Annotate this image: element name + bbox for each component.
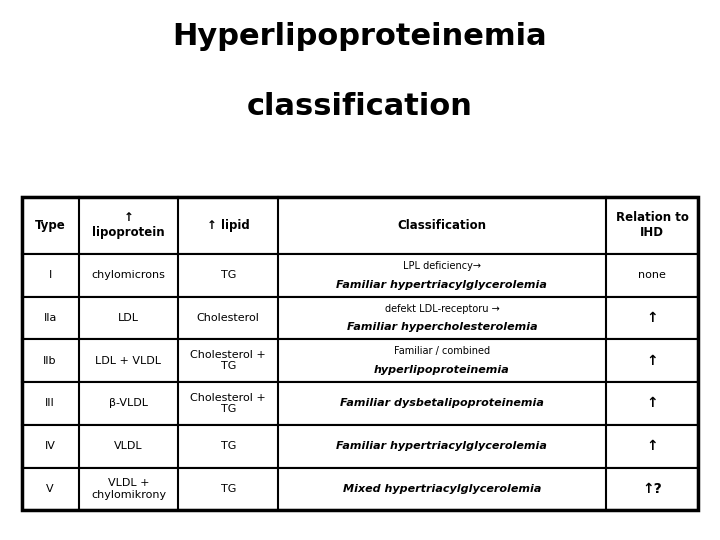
Text: ↑: ↑ [647, 311, 658, 325]
Text: LDL: LDL [118, 313, 139, 323]
Bar [22, 197, 698, 510]
Bar [22, 339, 698, 382]
Text: Familiar / combined: Familiar / combined [394, 346, 490, 356]
Text: Familiar hypertriacylglycerolemia: Familiar hypertriacylglycerolemia [336, 280, 547, 289]
Bar [22, 197, 698, 254]
Text: Relation to
IHD: Relation to IHD [616, 212, 688, 239]
Text: LPL deficiency→: LPL deficiency→ [403, 261, 481, 271]
Text: VLDL: VLDL [114, 441, 143, 451]
Text: TG: TG [220, 441, 236, 451]
Text: Mixed hypertriacylglycerolemia: Mixed hypertriacylglycerolemia [343, 484, 541, 494]
Text: ↑?: ↑? [642, 482, 662, 496]
Text: Familiar hypercholesterolemia: Familiar hypercholesterolemia [346, 322, 537, 332]
Bar [22, 254, 698, 296]
Bar [22, 425, 698, 468]
Bar [22, 382, 698, 425]
Text: ↑: ↑ [647, 396, 658, 410]
Text: IIb: IIb [43, 356, 57, 366]
Text: hyperlipoproteinemia: hyperlipoproteinemia [374, 365, 510, 375]
Text: IV: IV [45, 441, 55, 451]
Text: IIa: IIa [43, 313, 57, 323]
Text: Familiar dysbetalipoproteinemia: Familiar dysbetalipoproteinemia [340, 399, 544, 408]
Text: Cholesterol: Cholesterol [197, 313, 260, 323]
Text: none: none [638, 270, 666, 280]
Text: defekt LDL-receptoru →: defekt LDL-receptoru → [384, 303, 499, 314]
Text: Cholesterol +
TG: Cholesterol + TG [190, 350, 266, 372]
Text: Type: Type [35, 219, 66, 232]
Text: ↑: ↑ [647, 439, 658, 453]
Text: classification: classification [247, 92, 473, 121]
Text: Familiar hypertriacylglycerolemia: Familiar hypertriacylglycerolemia [336, 441, 547, 451]
Text: ↑: ↑ [647, 354, 658, 368]
Text: Classification: Classification [397, 219, 487, 232]
Text: ↑ lipid: ↑ lipid [207, 219, 250, 232]
Text: Hyperlipoproteinemia: Hyperlipoproteinemia [173, 22, 547, 51]
Text: I: I [48, 270, 52, 280]
Text: TG: TG [220, 484, 236, 494]
Bar [22, 296, 698, 339]
Text: LDL + VLDL: LDL + VLDL [96, 356, 161, 366]
Text: V: V [46, 484, 54, 494]
Text: TG: TG [220, 270, 236, 280]
Text: ↑
lipoprotein: ↑ lipoprotein [92, 212, 165, 239]
Bar [22, 468, 698, 510]
Text: β-VLDL: β-VLDL [109, 399, 148, 408]
Text: VLDL +
chylomikrony: VLDL + chylomikrony [91, 478, 166, 500]
Text: III: III [45, 399, 55, 408]
Text: chylomicrons: chylomicrons [91, 270, 166, 280]
Text: Cholesterol +
TG: Cholesterol + TG [190, 393, 266, 414]
